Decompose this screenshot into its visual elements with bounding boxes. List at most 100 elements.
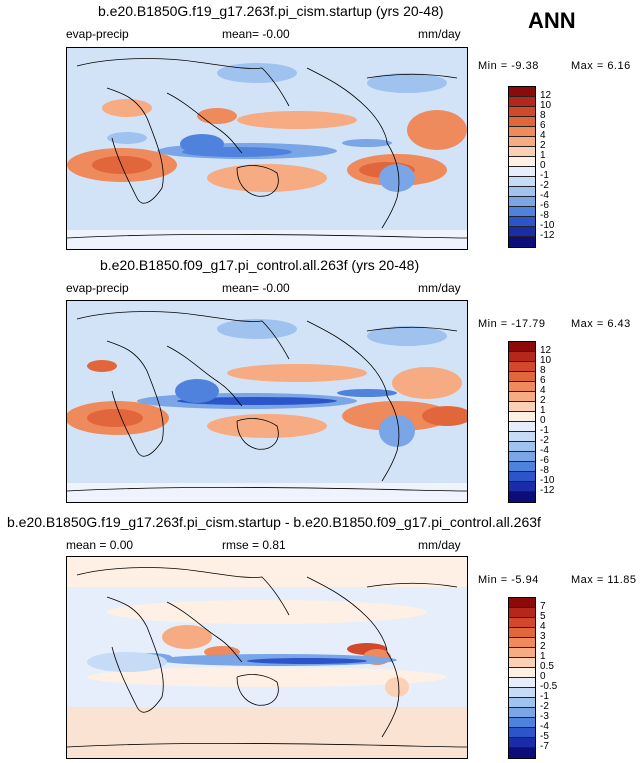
panel3-colorbar-tick-label: 4 [540, 621, 546, 632]
panel2-min-label: Min = -17.79 [478, 318, 546, 330]
panel2-colorbar-tick-label: -1 [540, 425, 549, 436]
panel2-units-label: mm/day [418, 281, 461, 295]
panel3-colorbar-swatch [509, 628, 535, 638]
panel1-units-label: mm/day [418, 27, 461, 41]
panel2-colorbar-swatch [509, 412, 535, 422]
panel2-map [66, 300, 468, 503]
panel2-colorbar-tick-label: 8 [540, 365, 546, 376]
panel2-colorbar-swatch [509, 392, 535, 402]
panel1-colorbar-tick-label: 2 [540, 140, 546, 151]
panel2-colorbar [508, 341, 536, 503]
panel3-colorbar-tick-label: -2 [540, 701, 549, 712]
panel1-colorbar-swatch [509, 177, 535, 187]
panel1-colorbar-swatch [509, 127, 535, 137]
panel1-colorbar-tick-label: -10 [540, 220, 555, 231]
panel3-title: b.e20.B1850G.f19_g17.263f.pi_cism.startu… [7, 514, 541, 530]
panel2-colorbar-swatch [509, 452, 535, 462]
panel3-colorbar-tick-label: -0.5 [540, 681, 558, 692]
panel2-colorbar-swatch [509, 372, 535, 382]
panel3-colorbar-tick-label: 3 [540, 631, 546, 642]
panel1-colorbar-tick-label: -1 [540, 170, 549, 181]
panel3-min-label: Min = -5.94 [478, 574, 539, 586]
panel2-colorbar-swatch [509, 422, 535, 432]
panel2-colorbar-swatch [509, 492, 535, 502]
panel3-colorbar-swatch [509, 738, 535, 748]
panel1-map-field [67, 48, 467, 249]
panel1-colorbar-tick-label: 12 [540, 90, 552, 101]
panel2-colorbar-tick-label: 6 [540, 375, 546, 386]
panel1-colorbar-swatch [509, 217, 535, 227]
panel3-colorbar-tick-label: -7 [540, 741, 549, 752]
panel3-colorbar-swatch [509, 668, 535, 678]
panel1-colorbar-swatch [509, 147, 535, 157]
panel2-colorbar-swatch [509, 342, 535, 352]
panel2-colorbar-tick-label: -6 [540, 455, 549, 466]
panel3-map-field [67, 557, 467, 758]
panel1-title: b.e20.B1850G.f19_g17.263f.pi_cism.startu… [98, 3, 444, 19]
panel1-colorbar-swatch [509, 137, 535, 147]
panel2-colorbar-swatch [509, 482, 535, 492]
panel3-colorbar-tick-label: -3 [540, 711, 549, 722]
panel1-colorbar-swatch [509, 87, 535, 97]
panel1-colorbar-tick-label: -6 [540, 200, 549, 211]
panel2-colorbar-swatch [509, 352, 535, 362]
panel1-colorbar-tick-label: -4 [540, 190, 549, 201]
panel3-colorbar-swatch [509, 678, 535, 688]
panel1-max-label: Max = 6.16 [571, 60, 631, 72]
panel2-colorbar-swatch [509, 362, 535, 372]
season-label: ANN [528, 8, 576, 33]
panel1-min-label: Min = -9.38 [478, 60, 539, 72]
panel2-colorbar-swatch [509, 382, 535, 392]
panel3-colorbar-swatch [509, 708, 535, 718]
panel1-colorbar-swatch [509, 207, 535, 217]
panel3-colorbar-swatch [509, 698, 535, 708]
panel2-max-label: Max = 6.43 [571, 318, 631, 330]
panel3-colorbar-swatch [509, 618, 535, 628]
panel2-mean-label: mean= -0.00 [222, 281, 290, 295]
panel1-colorbar-tick-label: 8 [540, 110, 546, 121]
panel2-colorbar-tick-label: 1 [540, 405, 546, 416]
panel3-colorbar-swatch [509, 608, 535, 618]
panel2-colorbar-tick-label: 0 [540, 415, 546, 426]
panel2-colorbar-tick-label: -4 [540, 445, 549, 456]
panel1-colorbar-swatch [509, 227, 535, 237]
panel1-colorbar-tick-label: 0 [540, 160, 546, 171]
panel2-colorbar-swatch [509, 472, 535, 482]
panel1-colorbar-tick-label: -2 [540, 180, 549, 191]
panel1-mean-label: mean= -0.00 [222, 27, 290, 41]
panel2-colorbar-tick-label: -2 [540, 435, 549, 446]
panel3-colorbar-tick-label: 7 [540, 601, 546, 612]
panel1-colorbar-swatch [509, 167, 535, 177]
panel2-colorbar-tick-label: 4 [540, 385, 546, 396]
panel1-colorbar-swatch [509, 197, 535, 207]
panel3-colorbar-tick-label: -1 [540, 691, 549, 702]
panel2-title: b.e20.B1850.f09_g17.pi_control.all.263f … [100, 257, 420, 273]
panel1-colorbar-swatch [509, 157, 535, 167]
panel3-colorbar-swatch [509, 648, 535, 658]
panel1-colorbar-tick-label: 4 [540, 130, 546, 141]
panel3-colorbar-tick-label: -5 [540, 731, 549, 742]
panel1-colorbar-swatch [509, 107, 535, 117]
panel3-colorbar [508, 597, 536, 759]
panel2-colorbar-tick-label: 12 [540, 345, 552, 356]
panel3-colorbar-tick-label: 1 [540, 651, 546, 662]
panel3-units-label: mm/day [418, 538, 461, 552]
panel3-colorbar-swatch [509, 728, 535, 738]
panel3-colorbar-swatch [509, 638, 535, 648]
panel3-mean-label: mean = 0.00 [66, 538, 134, 552]
panel2-colorbar-tick-label: 10 [540, 355, 552, 366]
panel1-map [66, 47, 468, 250]
panel1-colorbar-tick-label: -12 [540, 230, 555, 241]
panel3-colorbar-swatch [509, 748, 535, 758]
panel3-colorbar-swatch [509, 658, 535, 668]
panel3-rmse-label: rmse = 0.81 [222, 538, 286, 552]
panel3-colorbar-swatch [509, 688, 535, 698]
panel1-colorbar-swatch [509, 237, 535, 247]
panel1-colorbar [508, 86, 536, 248]
panel2-colorbar-swatch [509, 462, 535, 472]
panel1-variable-label: evap-precip [66, 27, 129, 41]
panel3-colorbar-swatch [509, 718, 535, 728]
panel1-colorbar-swatch [509, 97, 535, 107]
panel2-colorbar-tick-label: -8 [540, 465, 549, 476]
panel3-colorbar-tick-label: 2 [540, 641, 546, 652]
